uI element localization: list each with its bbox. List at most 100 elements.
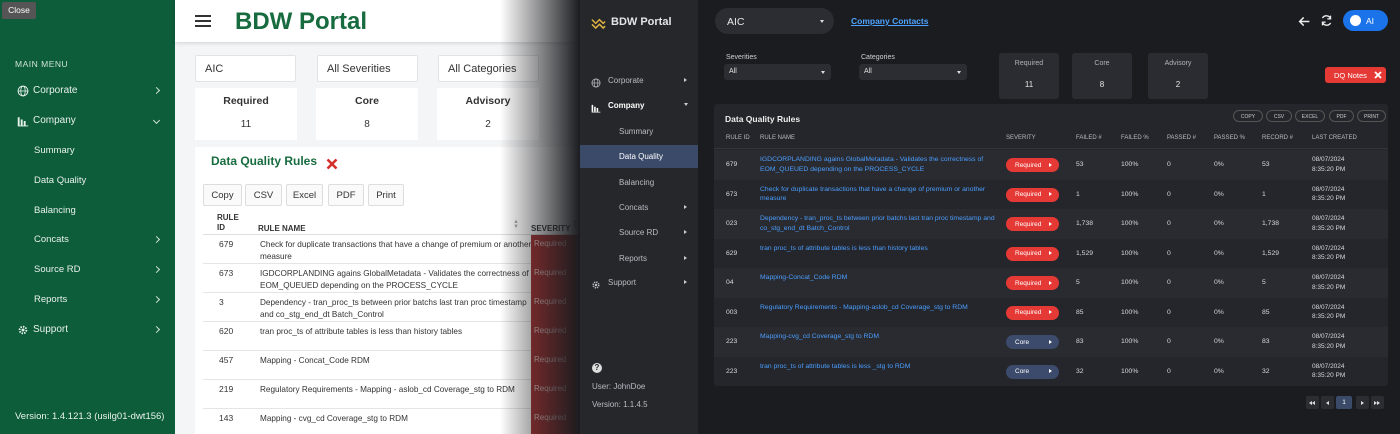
filter-select[interactable]: AIC <box>195 55 296 82</box>
cell: 04 <box>726 279 734 286</box>
column-header[interactable]: PASSED % <box>1214 135 1245 141</box>
entity-select[interactable]: AIC <box>715 8 834 34</box>
column-header[interactable]: RULE NAME <box>760 135 796 141</box>
export-button[interactable]: PDF <box>1329 110 1354 122</box>
rule-name: Regulatory Requirements - Mapping - aslo… <box>260 385 515 394</box>
page-button[interactable] <box>1306 396 1319 409</box>
submenu-item[interactable]: Reports <box>0 290 175 310</box>
cell: 023 <box>726 220 738 227</box>
refresh-icon[interactable] <box>1320 14 1333 27</box>
cell: 100% <box>1121 367 1139 375</box>
ai-button[interactable]: AI <box>1343 10 1388 31</box>
menu-item[interactable]: Support <box>0 320 175 340</box>
rule-name: IGDCORPLANDING agains GlobalMetadata - V… <box>260 269 529 290</box>
ai-label: AI <box>1366 16 1375 26</box>
severity-pill: Required <box>1006 158 1059 172</box>
rule-name[interactable]: Mapping-cvg_cd Coverage_stg to RDM <box>760 333 880 340</box>
menu-label: Corporate <box>33 85 78 96</box>
severity-text: Required <box>1015 309 1042 316</box>
contacts-link[interactable]: Company Contacts <box>851 16 929 26</box>
submenu-item[interactable]: Data Quality <box>0 171 175 191</box>
column-header[interactable]: PASSED # <box>1167 135 1196 141</box>
submenu-item[interactable]: Summary <box>0 141 175 161</box>
severity-text: Required <box>1015 220 1042 228</box>
rule-name[interactable]: IGDCORPLANDING agains GlobalMetadata - V… <box>760 156 984 173</box>
menu-item[interactable]: Company <box>580 97 698 115</box>
submenu-label: Reports <box>619 253 648 263</box>
column-header[interactable]: RULE ID <box>217 213 239 232</box>
cell: 100% <box>1121 249 1139 257</box>
column-header[interactable]: FAILED # <box>1076 135 1102 141</box>
export-button[interactable]: CSV <box>245 184 282 206</box>
submenu-item[interactable]: Summary <box>580 120 698 143</box>
export-button[interactable]: EXCEL <box>1295 110 1325 122</box>
filter-select[interactable]: All <box>859 64 967 80</box>
cell: 1 <box>1262 190 1266 198</box>
export-button[interactable]: PRINT <box>1357 110 1386 122</box>
filter-select[interactable]: All Severities <box>317 55 418 82</box>
page-button[interactable] <box>1371 396 1384 409</box>
cell: 673 <box>726 190 738 198</box>
submenu-item[interactable]: Balancing <box>580 171 698 194</box>
export-button[interactable]: COPY <box>1233 110 1263 122</box>
rule-name[interactable]: Check for duplicate transactions that ha… <box>760 185 986 203</box>
table-row: 679 IGDCORPLANDING agains GlobalMetadata … <box>714 150 1388 180</box>
column-header[interactable]: FAILED % <box>1121 135 1149 141</box>
export-button[interactable]: Excel <box>286 184 323 206</box>
rule-id: 457 <box>219 355 234 365</box>
submenu-label: Balancing <box>619 177 655 187</box>
submenu-item[interactable]: Concats <box>580 196 698 219</box>
column-header[interactable]: RECORD # <box>1262 135 1294 141</box>
rule-id: 620 <box>219 326 234 336</box>
rule-name[interactable]: Dependency - tran_proc_ts between prior … <box>760 215 995 232</box>
close-button[interactable]: Close <box>2 2 36 19</box>
rule-name[interactable]: tran proc_ts of attribute tables is less… <box>760 362 911 370</box>
caret <box>821 71 825 74</box>
card-value: 11 <box>1024 80 1034 89</box>
cell: 08/07/2024 8:35:20 PM <box>1312 244 1346 262</box>
submenu-item[interactable]: Balancing <box>0 201 175 221</box>
column-header[interactable]: RULE ID <box>726 135 750 141</box>
header-rule <box>203 234 580 235</box>
filter-select[interactable]: All <box>724 64 831 80</box>
menu-item[interactable]: Corporate <box>0 81 175 101</box>
hamburger[interactable] <box>195 15 211 28</box>
submenu-item[interactable]: Data Quality <box>580 145 698 169</box>
submenu-item[interactable]: Source RD <box>0 260 175 280</box>
close-x[interactable] <box>326 157 338 170</box>
menu-item[interactable]: Corporate <box>580 72 698 90</box>
submenu-item[interactable]: Concats <box>0 230 175 250</box>
notes-button[interactable]: DQ Notes <box>1325 67 1386 83</box>
submenu-item[interactable]: Source RD <box>580 221 698 244</box>
cell: 32 <box>1076 367 1084 375</box>
submenu-item[interactable]: Reports <box>580 247 698 270</box>
cell: 0 <box>1167 308 1171 316</box>
export-button[interactable]: PDF <box>328 184 364 206</box>
column-header[interactable]: LAST CREATED <box>1312 135 1357 141</box>
menu-label: Corporate <box>608 76 644 85</box>
page-current[interactable]: 1 <box>1336 396 1352 409</box>
export-label: PRINT <box>1364 113 1379 120</box>
rule-name[interactable]: Regulatory Requirements - Mapping-aslob_… <box>760 303 968 311</box>
page-button[interactable] <box>1356 396 1369 409</box>
severity-pill: Required <box>1006 217 1059 231</box>
column-header[interactable]: RULE NAME <box>258 224 306 233</box>
export-button[interactable]: CSV <box>1266 110 1292 122</box>
rule-id: 3 <box>219 297 224 307</box>
help-icon[interactable]: ? <box>592 363 602 373</box>
menu-label: Company <box>33 115 76 126</box>
rule-name[interactable]: tran proc_ts of attribute tables is less… <box>760 244 928 252</box>
submenu-label: Data Quality <box>619 152 664 162</box>
page-button[interactable] <box>1321 396 1334 409</box>
hamburger-bar <box>195 20 211 22</box>
rule-name[interactable]: Mapping-Concat_Code RDM <box>760 274 848 281</box>
export-button[interactable]: Copy <box>203 184 242 206</box>
chevron <box>152 295 161 304</box>
export-button[interactable]: Print <box>368 184 404 206</box>
back-icon[interactable] <box>1298 15 1311 28</box>
menu-item[interactable]: Support <box>580 274 698 292</box>
page-number: 1 <box>1342 399 1346 406</box>
menu-item[interactable]: Company <box>0 111 175 131</box>
column-header[interactable]: SEVERITY <box>1006 135 1036 141</box>
